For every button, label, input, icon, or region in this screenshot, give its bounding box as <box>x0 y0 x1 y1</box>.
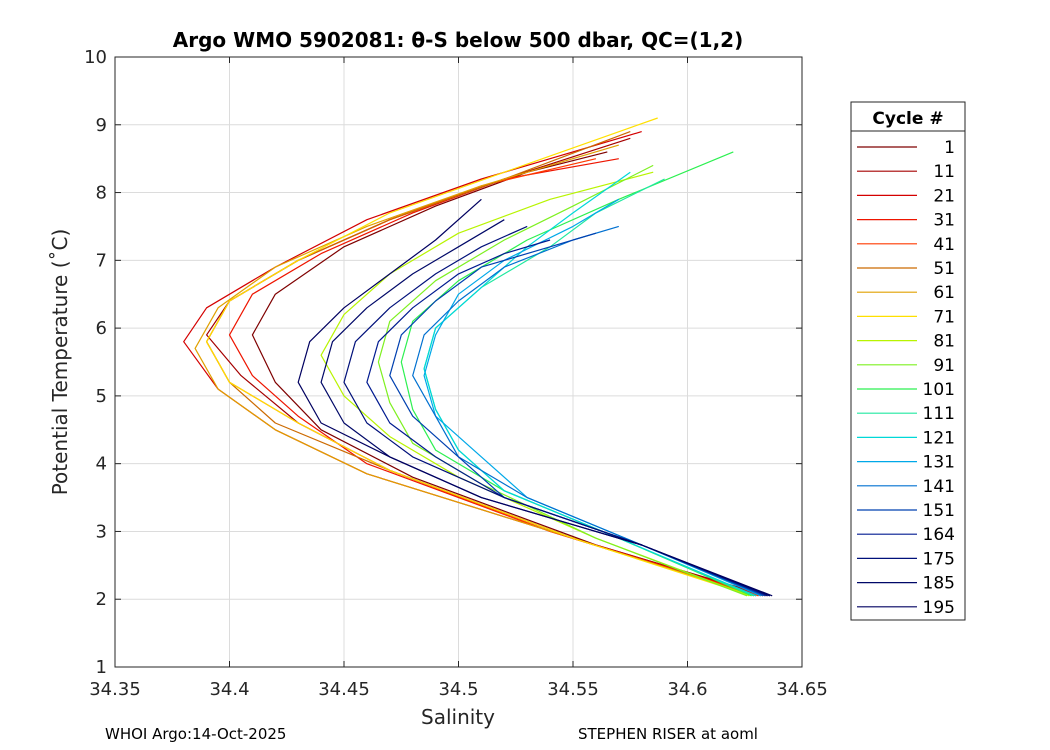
x-tick-label: 34.5 <box>438 679 478 700</box>
series-line-cycle-185 <box>320 219 771 597</box>
legend-label: 175 <box>923 549 955 569</box>
series-line-cycle-21 <box>183 131 764 597</box>
y-tick-label: 7 <box>96 250 107 271</box>
series-line-cycle-31 <box>228 158 761 597</box>
series-line-cycle-61 <box>194 144 755 597</box>
series-line-cycle-141 <box>412 225 764 597</box>
footer-left-text: WHOI Argo:14-Oct-2025 <box>105 725 287 743</box>
chart-title: Argo WMO 5902081: θ-S below 500 dbar, QC… <box>173 28 743 52</box>
series-line-cycle-164 <box>366 239 768 597</box>
y-axis-label: Potential Temperature (˚C) <box>48 229 72 496</box>
series-line-cycle-111 <box>423 178 755 597</box>
series-line-cycle-91 <box>377 164 748 597</box>
x-tick-label: 34.35 <box>89 679 141 700</box>
legend-label: 61 <box>933 283 955 303</box>
legend-label: 151 <box>923 501 955 521</box>
series-line-cycle-81 <box>320 171 750 597</box>
series-line-cycle-71 <box>206 117 752 597</box>
legend: Cycle # 11121314151617181911011111211311… <box>850 101 966 621</box>
legend-label: 195 <box>923 598 955 618</box>
legend-label: 21 <box>933 186 955 206</box>
y-tick-label: 1 <box>96 657 107 678</box>
legend-title: Cycle # <box>872 109 943 129</box>
legend-label: 81 <box>933 332 955 352</box>
x-tick-label: 34.45 <box>318 679 370 700</box>
legend-label: 41 <box>933 235 955 255</box>
series-line-cycle-175 <box>343 225 771 597</box>
series-lines <box>183 117 773 597</box>
legend-label: 31 <box>933 211 955 231</box>
y-tick-label: 6 <box>96 318 107 339</box>
legend-label: 101 <box>923 380 955 400</box>
legend-label: 121 <box>923 428 955 448</box>
series-line-cycle-151 <box>389 232 766 597</box>
series-line-cycle-51 <box>206 131 757 597</box>
x-axis-label: Salinity <box>421 705 495 729</box>
y-tick-label: 9 <box>96 115 107 136</box>
y-tick-label: 4 <box>96 454 107 475</box>
series-line-cycle-11 <box>206 137 766 597</box>
x-tick-label: 34.65 <box>776 679 828 700</box>
series-line-cycle-1 <box>251 151 768 597</box>
legend-label: 71 <box>933 307 955 327</box>
legend-label: 111 <box>923 404 955 424</box>
x-tick-label: 34.55 <box>547 679 599 700</box>
legend-label: 51 <box>933 259 955 279</box>
axis-ticks: 34.35 34.4 34.45 34.5 34.55 34.6 34.65 1 2 3 4 5 6 7 8… <box>84 47 828 700</box>
series-line-cycle-121 <box>423 171 757 597</box>
x-tick-label: 34.6 <box>667 679 707 700</box>
y-tick-label: 8 <box>96 183 107 204</box>
y-tick-label: 3 <box>96 521 107 542</box>
legend-label: 11 <box>933 162 955 182</box>
y-tick-label: 2 <box>96 589 107 610</box>
legend-label: 164 <box>923 525 955 545</box>
legend-label: 185 <box>923 574 955 594</box>
legend-label: 1 <box>944 138 955 158</box>
legend-label: 91 <box>933 356 955 376</box>
series-line-cycle-195 <box>297 198 773 597</box>
footer-right-text: STEPHEN RISER at aoml <box>578 725 758 743</box>
y-tick-label: 10 <box>84 47 107 68</box>
y-tick-label: 5 <box>96 386 107 407</box>
x-tick-label: 34.4 <box>209 679 249 700</box>
legend-label: 141 <box>923 477 955 497</box>
legend-label: 131 <box>923 453 955 473</box>
